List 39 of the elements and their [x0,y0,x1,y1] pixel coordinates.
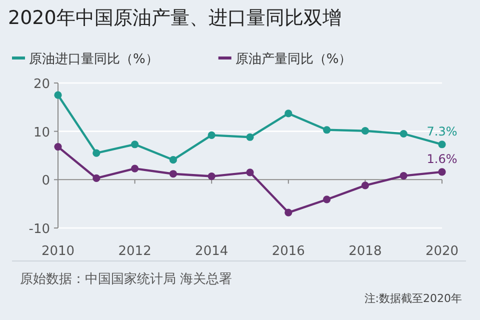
x-tick-label: 2016 [272,244,305,259]
point [400,130,408,138]
x-tick-label: 2010 [41,244,75,259]
x-tick-label: 2020 [425,244,459,259]
legend-label: 原油进口量同比（%） [29,52,158,67]
y-tick-label: 10 [33,125,50,140]
point [92,149,100,157]
legend-label: 原油产量同比（%） [235,52,352,67]
chart-title: 2020年中国原油产量、进口量同比双增 [8,7,342,29]
point [284,110,292,118]
x-tick-label: 2012 [118,244,152,259]
point [284,208,292,216]
point [131,140,139,148]
y-tick-label: 20 [33,77,50,92]
point [208,172,216,180]
point [438,140,446,148]
point [438,168,446,176]
point [246,133,254,141]
x-tick-label: 2018 [348,244,382,259]
data-label: 1.6% [426,152,458,166]
point [361,127,369,135]
x-tick-label: 2014 [195,244,228,259]
point [54,91,62,99]
text: 注:数据截至2020年 [364,292,462,305]
data-label: 7.3% [426,124,458,138]
y-tick-label: 0 [42,174,50,189]
point [169,156,177,164]
point [323,126,331,134]
point [208,131,216,139]
y-tick-label: -10 [28,222,50,237]
point [131,164,139,172]
point [246,168,254,176]
point [400,172,408,180]
point [92,174,100,182]
text: 原始数据：中国国家统计局 海关总署 [20,271,232,287]
point [169,170,177,178]
point [323,196,331,204]
point [361,182,369,190]
point [54,143,62,151]
